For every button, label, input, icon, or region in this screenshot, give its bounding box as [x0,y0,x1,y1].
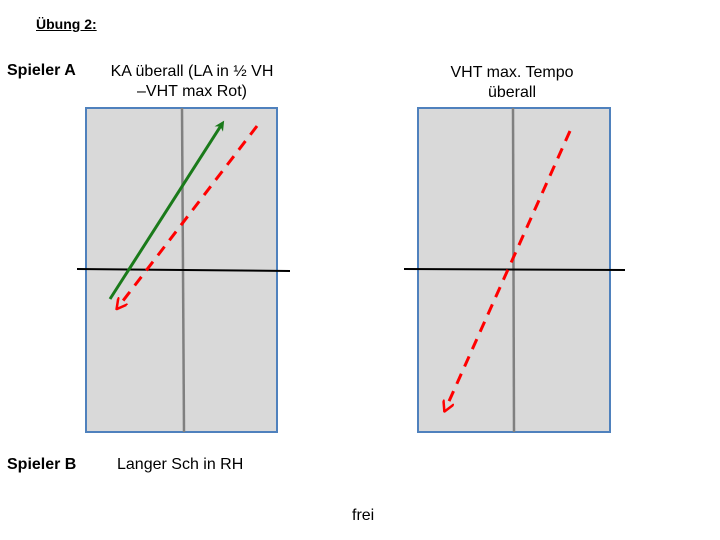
left-table-net [76,268,291,272]
left-caption-line1: KA überall (LA in ½ VH [110,63,274,80]
green-arrow [108,120,225,300]
player-b-label: Spieler B [7,456,77,473]
right-red-dashed-arrow [446,130,572,408]
right-caption-line2: überall [487,84,537,101]
left-table [76,107,291,433]
left-table-caption: KA überall (LA in ½ VH –VHT max Rot) [94,62,290,102]
player-b-task: Langer Sch in RH [117,456,244,473]
left-caption-line2: –VHT max Rot) [137,83,247,100]
right-table [403,107,626,433]
right-table-caption: VHT max. Tempo überall [412,63,612,103]
player-a-label: Spieler A [7,62,76,79]
right-caption-line1: VHT max. Tempo [450,64,574,81]
free-note: frei [352,507,375,524]
exercise-title: Übung 2: [36,16,97,32]
right-table-net [403,268,626,271]
